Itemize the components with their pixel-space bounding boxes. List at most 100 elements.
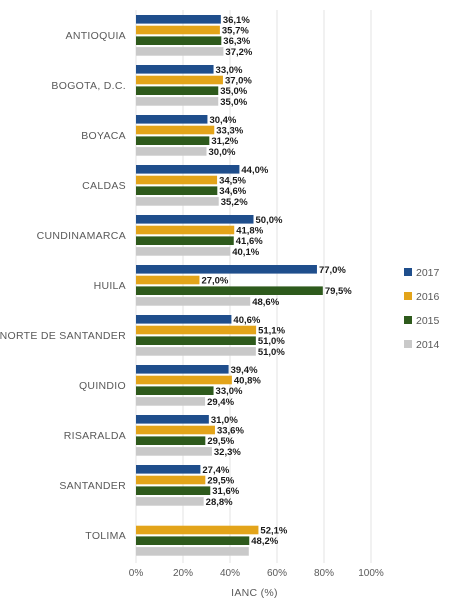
data-label: 33,0% [216, 386, 243, 397]
category-label: NORTE DE SANTANDER [0, 330, 126, 342]
bar-2016 [136, 275, 200, 285]
bar-2014 [136, 47, 224, 56]
legend-label-2014: 2014 [416, 339, 440, 351]
legend-swatch-2015 [404, 316, 412, 324]
bar-2017 [136, 115, 208, 124]
data-label: 34,5% [219, 176, 246, 187]
x-tick-label: 80% [314, 568, 334, 579]
x-tick-label: 100% [358, 568, 384, 579]
bar-2017 [136, 415, 209, 424]
bar-2014 [136, 447, 212, 456]
bar-2016 [136, 475, 206, 485]
data-label: 50,0% [256, 215, 283, 226]
bar-2017 [136, 215, 254, 224]
data-label: 27,0% [201, 276, 228, 287]
bar-2016 [136, 325, 257, 335]
data-label: 79,5% [325, 286, 352, 297]
data-label: 48,6% [252, 297, 279, 308]
data-label: 35,7% [222, 26, 249, 37]
bar-2017 [136, 365, 229, 374]
data-label: 35,2% [221, 197, 248, 208]
bar-2017 [136, 465, 201, 474]
bar-2014 [136, 247, 231, 256]
bar-2015 [136, 486, 211, 495]
bar-2015 [136, 236, 234, 245]
category-label: HUILA [94, 280, 126, 292]
bar-2016 [136, 25, 220, 35]
data-label: 27,4% [202, 465, 229, 476]
data-label: 41,6% [236, 236, 263, 247]
data-label: 31,2% [211, 136, 238, 147]
bar-2015 [136, 86, 219, 95]
bar-2017 [136, 315, 232, 324]
data-label: 41,8% [236, 226, 263, 237]
legend-label-2015: 2015 [416, 315, 440, 327]
x-tick-labels: 0% 20% 40% 60% 80% 100% [129, 568, 384, 579]
data-label: 48,2% [251, 536, 278, 547]
data-label: 35,0% [220, 97, 247, 108]
data-label: 40,1% [232, 247, 259, 258]
bar-2015 [136, 536, 250, 545]
legend-swatch-2017 [404, 268, 412, 276]
bar-2014 [136, 297, 251, 306]
bar-2014 [136, 397, 206, 406]
data-label: 52,1% [260, 526, 287, 537]
data-label: 34,6% [219, 186, 246, 197]
legend-label-2016: 2016 [416, 291, 440, 303]
category-label: BOGOTA, D.C. [51, 80, 126, 92]
bar-2017 [136, 15, 221, 24]
bar-2014 [136, 97, 219, 106]
bar-2016 [136, 125, 215, 135]
data-label: 32,3% [214, 447, 241, 458]
bar-2015 [136, 336, 256, 345]
bar-2017 [136, 165, 240, 174]
bar-2015 [136, 286, 323, 295]
bar-2015 [136, 436, 206, 445]
data-label: 31,0% [211, 415, 238, 426]
bar-2014 [136, 497, 204, 506]
category-labels: ANTIOQUIA BOGOTA, D.C. BOYACA CALDAS CUNDINA… [0, 30, 126, 542]
bar-2014 [136, 547, 249, 556]
data-label: 29,4% [207, 397, 234, 408]
bar-2017 [136, 65, 214, 74]
bar-2015 [136, 36, 222, 45]
bar-2014 [136, 347, 256, 356]
category-label: CUNDINAMARCA [37, 230, 126, 242]
category-label: BOYACA [81, 130, 126, 142]
x-axis-title: IANC (%) [231, 587, 278, 599]
data-label: 28,8% [206, 497, 233, 508]
bar-2015 [136, 186, 218, 195]
legend-label-2017: 2017 [416, 267, 440, 279]
data-label: 33,3% [216, 126, 243, 137]
bar-2014 [136, 197, 219, 206]
data-label: 37,0% [225, 76, 252, 87]
category-label: CALDAS [82, 180, 126, 192]
x-tick-label: 20% [173, 568, 193, 579]
data-label: 29,5% [207, 476, 234, 487]
bar-2017 [136, 265, 317, 274]
data-label: 36,1% [223, 15, 250, 26]
data-label: 33,6% [217, 426, 244, 437]
legend-swatch-2016 [404, 292, 412, 300]
bar-2015 [136, 136, 210, 145]
category-label: TOLIMA [85, 530, 126, 542]
data-label: 44,0% [241, 165, 268, 176]
legend: 2017 2016 2015 2014 [404, 267, 440, 351]
bar-2016 [136, 175, 218, 185]
data-label: 51,0% [258, 347, 285, 358]
data-label: 39,4% [231, 365, 258, 376]
data-label: 35,0% [220, 86, 247, 97]
bar-2016 [136, 225, 235, 235]
data-label: 29,5% [207, 436, 234, 447]
bars: 36,1%35,7%36,3%37,2%33,0%37,0%35,0%35,0%… [136, 15, 352, 556]
category-label: RISARALDA [64, 430, 126, 442]
bar-2016 [136, 375, 232, 385]
data-label: 30,0% [209, 147, 236, 158]
bar-2014 [136, 147, 207, 156]
bar-2016 [136, 75, 223, 85]
data-label: 30,4% [209, 115, 236, 126]
data-label: 51,1% [258, 326, 285, 337]
bar-2016 [136, 425, 215, 435]
legend-swatch-2014 [404, 340, 412, 348]
